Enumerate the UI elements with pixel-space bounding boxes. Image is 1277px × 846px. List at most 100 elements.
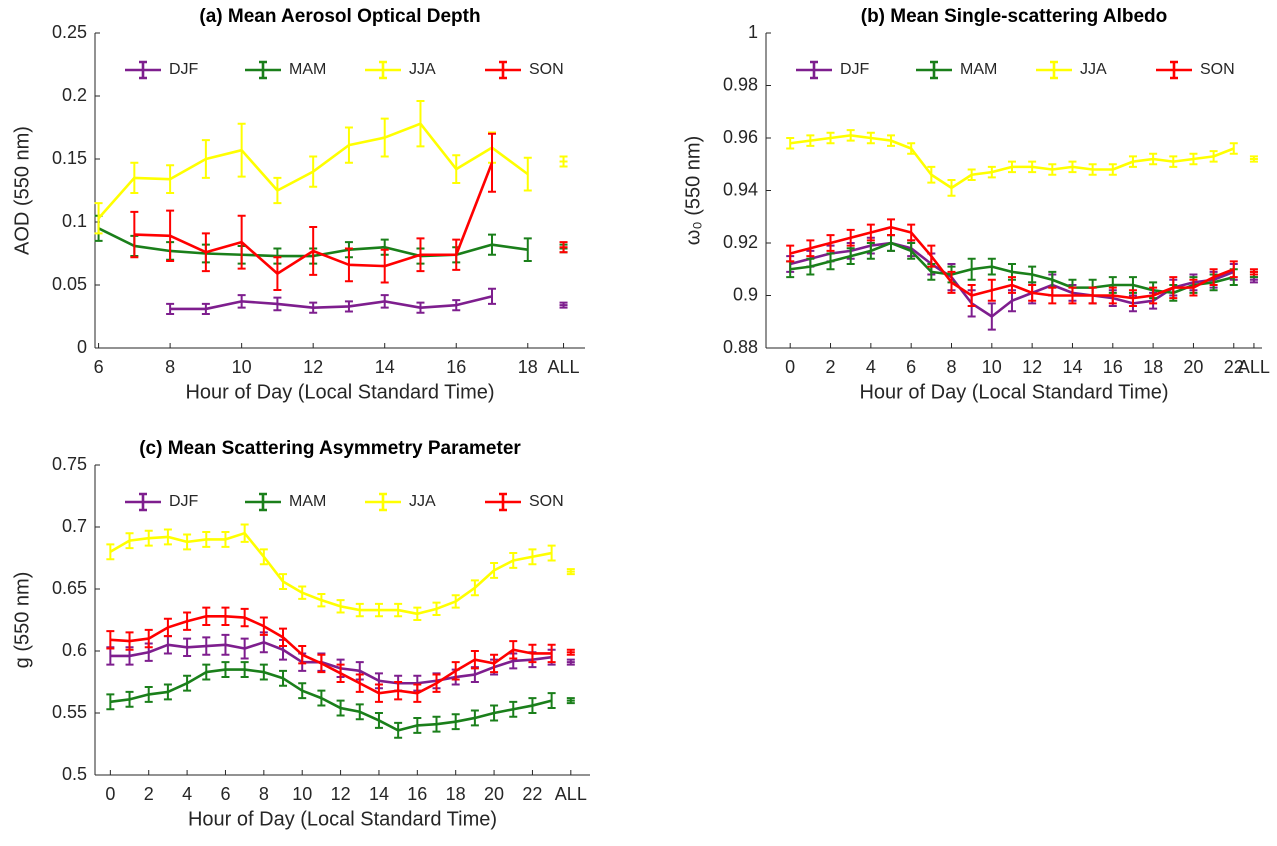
error-bar [826, 252, 835, 271]
error-bar [1189, 152, 1198, 166]
error-bar [94, 202, 103, 235]
error-bar [866, 242, 875, 260]
error-bar [1209, 268, 1218, 286]
error-bar [432, 601, 441, 617]
x-tick-label: 20 [484, 784, 504, 804]
error-bar [374, 683, 383, 703]
error-bar [144, 628, 153, 649]
series-line [110, 641, 552, 685]
x-tick-label: 14 [375, 357, 395, 377]
error-bar [509, 640, 518, 660]
legend-swatch [125, 492, 161, 512]
error-bar [967, 284, 976, 307]
error-bar [866, 131, 875, 145]
y-tick-label: 0.88 [723, 337, 758, 357]
error-bar [547, 692, 556, 710]
error-bar [163, 528, 172, 546]
error-bar [106, 543, 115, 561]
error-bar [488, 233, 497, 256]
error-bar [394, 602, 403, 618]
error-bar [547, 643, 556, 664]
y-tick-label: 0.92 [723, 232, 758, 252]
error-bar [1048, 163, 1057, 176]
error-bar [240, 661, 249, 679]
error-bar [1128, 155, 1137, 168]
error-bar [298, 682, 307, 700]
panel: (b) Mean Single-scattering Albedo 0.88 0.9… [682, 6, 1270, 403]
y-tick-label: 0.7 [62, 516, 87, 536]
overall-marker [566, 658, 575, 666]
error-bar [259, 663, 268, 681]
x-tick-label: 16 [446, 357, 466, 377]
error-bar [309, 226, 318, 276]
x-tick-label: 18 [518, 357, 538, 377]
error-bar [336, 599, 345, 614]
series [166, 287, 568, 315]
error-bar [202, 530, 211, 548]
error-bar [163, 683, 172, 701]
error-bar [947, 270, 956, 294]
error-bar [947, 179, 956, 197]
error-bar [887, 218, 896, 237]
error-bar [451, 713, 460, 731]
y-axis-label: ω₀ (550 nm) [682, 136, 704, 246]
x-tick-label: 18 [1143, 357, 1163, 377]
y-axis-label: AOD (550 nm) [11, 126, 33, 255]
error-bar [183, 533, 192, 551]
error-bar [355, 673, 364, 693]
x-tick-label: 12 [331, 784, 351, 804]
x-axis-label: Hour of Day (Local Standard Time) [185, 381, 494, 403]
error-bar [317, 592, 326, 608]
error-bar [380, 294, 389, 309]
error-bar [183, 637, 192, 657]
error-bar [336, 663, 345, 683]
x-tick-label: 6 [220, 784, 230, 804]
error-bar [298, 585, 307, 600]
error-bar [451, 661, 460, 681]
error-bar [528, 697, 537, 714]
y-tick-label: 0.05 [52, 274, 87, 294]
error-bar [240, 523, 249, 543]
series [94, 214, 568, 265]
error-bar [1068, 160, 1077, 174]
y-tick-label: 0 [77, 337, 87, 357]
x-tick-label: 4 [866, 357, 876, 377]
x-tick-label: 20 [1183, 357, 1203, 377]
series [786, 129, 1258, 197]
error-bar [166, 164, 175, 195]
error-bar [273, 176, 282, 205]
error-bar [273, 296, 282, 312]
error-bar [452, 299, 461, 312]
x-axis-label: Hour of Day (Local Standard Time) [859, 381, 1168, 403]
error-bar [1007, 276, 1016, 294]
error-bar [166, 302, 175, 315]
error-bar [125, 690, 134, 708]
error-bar [374, 602, 383, 618]
error-bar [259, 548, 268, 566]
error-bar [279, 627, 288, 648]
series-line [109, 531, 552, 616]
error-bar [509, 700, 518, 718]
error-bar [309, 155, 318, 188]
error-bar [298, 645, 307, 665]
y-tick-label: 0.15 [52, 148, 87, 168]
error-bar [786, 137, 795, 150]
y-tick-label: 0.1 [62, 211, 87, 231]
error-bar [432, 673, 441, 693]
legend-label: MAM [289, 61, 326, 78]
error-bar [1028, 284, 1037, 302]
legend-label: DJF [169, 61, 199, 78]
error-bar [394, 721, 403, 739]
error-bar [451, 594, 460, 609]
error-bar [846, 247, 855, 265]
legend-label: MAM [960, 61, 997, 78]
overall-marker [559, 241, 568, 254]
series-line [110, 668, 552, 732]
error-bar [125, 532, 134, 550]
error-bar [355, 602, 364, 618]
x-tick-label: 18 [446, 784, 466, 804]
error-bar [786, 244, 795, 263]
error-bar [846, 228, 855, 247]
legend-label: JJA [409, 493, 436, 510]
error-bar [416, 237, 425, 273]
